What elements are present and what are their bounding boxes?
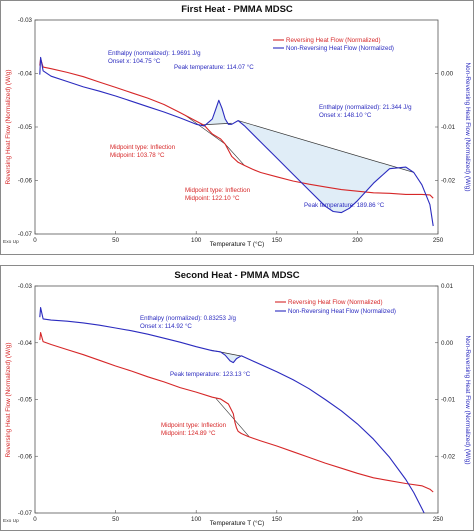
- annotation-midpoint-1: Midpoint: 124.89 °C: [161, 430, 216, 437]
- annotation-midpoint-type-1: Midpoint type: Inflection: [110, 144, 176, 151]
- annotation-onset-1: Onset x: 114.92 °C: [140, 323, 192, 330]
- inflection-tangent: [184, 114, 226, 145]
- inflection-tangent: [224, 143, 245, 166]
- panel-frame: [0, 265, 474, 531]
- peak-fill-group: [201, 100, 414, 213]
- y-tick-label: -0.04: [18, 71, 33, 78]
- y-axis-label-left: Reversing Heat Flow (Normalized) (W/g): [5, 69, 12, 184]
- y-tick-label: -0.03: [18, 283, 33, 290]
- legend-label-reversing: Reversing Heat Flow (Normalized): [288, 299, 383, 306]
- legend-label-nonreversing: Non-Reversing Heat Flow (Normalized): [288, 308, 396, 315]
- x-tick-label: 150: [272, 237, 283, 244]
- x-tick-label: 250: [433, 516, 444, 523]
- x-tick-label: 100: [191, 237, 202, 244]
- plot-area-border: [34, 19, 439, 235]
- y2-tick-label: -0.01: [441, 397, 456, 404]
- annotation-onset-2: Onset x: 148.10 °C: [319, 112, 372, 119]
- y-tick-label: -0.04: [18, 340, 33, 347]
- inflection-tangent: [215, 397, 250, 438]
- plot-area-border: [34, 285, 439, 514]
- x-tick-label: 50: [112, 237, 119, 244]
- annotation-onset-1: Onset x: 104.75 °C: [108, 58, 161, 65]
- x-axis-label: Temperature T (°C): [210, 240, 265, 248]
- y2-tick-label: 0.00: [441, 71, 454, 78]
- annotation-midpoint-type-2: Midpoint type: Inflection: [185, 187, 251, 194]
- legend-label-reversing: Reversing Heat Flow (Normalized): [286, 37, 381, 44]
- legend: Reversing Heat Flow (Normalized) Non-Rev…: [273, 37, 394, 52]
- series-group: [39, 56, 434, 227]
- annotation-midpoint-type-1: Midpoint type: Inflection: [161, 422, 227, 429]
- annotation-peak-temp-1: Peak temperature: 123.13 °C: [170, 371, 251, 378]
- y2-tick-label: -0.01: [441, 124, 456, 131]
- y2-tick-label: -0.02: [441, 178, 456, 185]
- panel-first-heat: First Heat - PMMA MDSC 0 50 100 150 200 250 -0…: [0, 0, 474, 255]
- series-line-nonreversing: [39, 56, 434, 227]
- y-tick-label: -0.05: [18, 124, 33, 131]
- y-tick-label: -0.06: [18, 178, 33, 185]
- y-tick-label: -0.07: [18, 231, 33, 238]
- peak-area-fill: [238, 120, 414, 213]
- series-line-reversing: [39, 331, 434, 493]
- peak-baseline: [238, 120, 414, 173]
- annotation-midpoint-2: Midpoint: 122.10 °C: [185, 195, 240, 202]
- annotation-peak-temp-1: Peak temperature: 114.07 °C: [174, 64, 254, 71]
- legend-label-nonreversing: Non-Reversing Heat Flow (Normalized): [286, 45, 394, 52]
- series-group: [39, 307, 434, 513]
- series-line-nonreversing: [39, 307, 425, 513]
- panel-frame: [0, 0, 474, 255]
- x-tick-label: 200: [352, 516, 363, 523]
- annotation-enthalpy-1: Enthalpy (normalized): 0.83253 J/g: [140, 315, 237, 322]
- axis-ticks-group: 0 50 100 150 200 250 -0.03 -0.04 -0.05 -0.06 -0.07…: [18, 283, 456, 523]
- x-tick-label: 150: [272, 516, 283, 523]
- x-axis-label: Temperature T (°C): [210, 519, 265, 527]
- x-tick-label: 200: [352, 237, 363, 244]
- annotation-peak-temp-2: Peak temperature: 189.86 °C: [304, 202, 385, 209]
- annotation-enthalpy-2: Enthalpy (normalized): 21.344 J/g: [319, 104, 412, 111]
- x-tick-label: 0: [33, 237, 37, 244]
- exo-up-label: Exo Up: [3, 518, 19, 524]
- x-tick-label: 250: [433, 237, 444, 244]
- y-axis-label-left: Reversing Heat Flow (Normalized) (W/g): [5, 342, 12, 457]
- chart-title: Second Heat - PMMA MDSC: [174, 270, 299, 281]
- peak-area-fill: [201, 100, 232, 126]
- y-tick-label: -0.07: [18, 510, 33, 517]
- exo-up-label: Exo Up: [3, 239, 19, 245]
- y-tick-label: -0.03: [18, 17, 33, 24]
- y-tick-label: -0.05: [18, 397, 33, 404]
- panel-second-heat: Second Heat - PMMA MDSC 0 50 100 150 200 250 -…: [0, 265, 474, 531]
- y2-tick-label: 0.00: [441, 340, 454, 347]
- x-tick-label: 100: [191, 516, 202, 523]
- y-axis-label-right: Non-Reversing Heat Flow (Normalized) (W/…: [464, 63, 471, 192]
- y2-tick-label: -0.02: [441, 453, 456, 460]
- y-tick-label: -0.06: [18, 453, 33, 460]
- y-axis-label-right: Non-Reversing Heat Flow (Normalized) (W/…: [464, 336, 471, 465]
- x-tick-label: 0: [33, 516, 37, 523]
- x-tick-label: 50: [112, 516, 119, 523]
- legend: Reversing Heat Flow (Normalized) Non-Rev…: [275, 299, 396, 315]
- y2-tick-label: 0.01: [441, 283, 454, 290]
- annotation-midpoint-1: Midpoint: 103.78 °C: [110, 152, 165, 159]
- chart-title: First Heat - PMMA MDSC: [181, 4, 293, 15]
- annotation-enthalpy-1: Enthalpy (normalized): 1.9691 J/g: [108, 50, 201, 57]
- axis-ticks-group: 0 50 100 150 200 250 -0.03 -0.04 -0.05 -0.06 -0.07…: [18, 17, 456, 244]
